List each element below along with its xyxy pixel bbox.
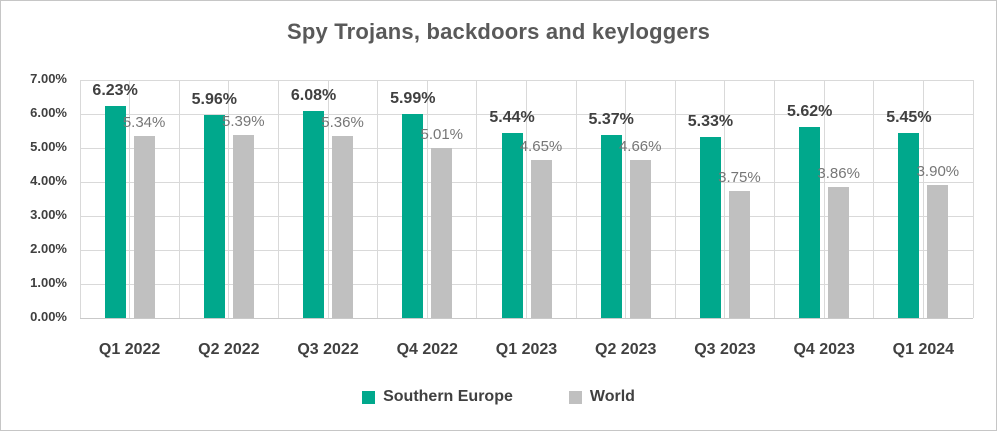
chart-title: Spy Trojans, backdoors and keyloggers: [286, 19, 711, 44]
bar-southern-europe: [898, 132, 920, 318]
bar-southern-europe: [203, 115, 225, 318]
bar-world: [927, 185, 949, 318]
y-axis-tick-label: 0.00%: [30, 309, 67, 324]
y-axis-tick-label: 2.00%: [30, 241, 67, 256]
x-axis-tick-label: Q1 2023: [495, 341, 558, 358]
gridline-vertical: [377, 80, 379, 318]
x-axis-tick-label: Q2 2022: [198, 341, 260, 358]
legend-label: Southern Europe: [383, 388, 513, 405]
x-axis-tick-label: Q4 2023: [793, 341, 855, 358]
gridline-vertical: [426, 80, 428, 318]
gridline-vertical: [575, 80, 577, 318]
data-label-southern-europe: 5.45%: [886, 108, 932, 126]
bar-southern-europe: [799, 126, 821, 318]
y-axis-tick-label: 6.00%: [30, 105, 67, 120]
legend: Southern Europe World: [1, 388, 996, 406]
gridline-vertical: [476, 80, 478, 318]
y-axis-tick-label: 4.00%: [30, 173, 67, 188]
data-label-southern-europe: 5.37%: [588, 111, 634, 129]
bar-world: [629, 159, 651, 318]
bar-world: [133, 136, 155, 318]
x-axis-tick-label: Q2 2023: [595, 341, 657, 358]
bar-world: [828, 186, 850, 318]
gridline-vertical: [79, 80, 81, 318]
data-label-southern-europe: 5.62%: [786, 102, 833, 120]
bar-world: [232, 134, 254, 318]
bar-southern-europe: [600, 135, 622, 318]
gridline-vertical: [228, 80, 230, 318]
y-axis-tick-label: 7.00%: [30, 71, 67, 86]
data-label-southern-europe: 6.23%: [92, 82, 138, 100]
bar-world: [530, 159, 552, 318]
data-label-world: 5.39%: [222, 112, 265, 130]
gridline-vertical: [774, 80, 776, 318]
bar-world: [728, 190, 750, 318]
gridline-vertical: [129, 80, 131, 318]
data-label-world: 3.90%: [916, 163, 960, 181]
gridline-vertical: [178, 80, 180, 318]
gridline-vertical: [277, 80, 279, 318]
x-axis-tick-label: Q3 2022: [297, 341, 359, 358]
data-label-world: 5.34%: [122, 114, 166, 132]
bar-southern-europe: [699, 136, 721, 318]
data-label-world: 5.36%: [321, 113, 364, 131]
legend-item-southern-europe: Southern Europe: [362, 388, 513, 406]
legend-swatch-world: [568, 390, 582, 404]
gridline-vertical: [972, 80, 974, 318]
data-label-world: 3.86%: [817, 164, 860, 182]
x-axis-tick-label: Q1 2024: [892, 341, 955, 358]
data-label-world: 4.65%: [519, 137, 563, 155]
data-label-world: 3.75%: [718, 168, 761, 186]
bar-world: [431, 147, 453, 318]
data-label-southern-europe: 5.96%: [191, 91, 238, 109]
x-axis-tick-label: Q1 2022: [98, 341, 161, 358]
bar-world: [332, 135, 354, 318]
gridline-vertical: [873, 80, 875, 318]
gridline-vertical: [724, 80, 726, 318]
y-axis-tick-label: 3.00%: [30, 207, 67, 222]
gridline-vertical: [823, 80, 825, 318]
gridline-horizontal: [80, 317, 973, 319]
legend-swatch-southern-europe: [362, 390, 376, 404]
gridline-vertical: [625, 80, 627, 318]
data-label-southern-europe: 5.99%: [390, 90, 436, 108]
bar-southern-europe: [104, 106, 126, 318]
bar-southern-europe: [303, 111, 325, 318]
gridline-vertical: [327, 80, 329, 318]
y-axis-tick-label: 1.00%: [30, 275, 67, 290]
data-label-southern-europe: 5.33%: [687, 112, 734, 130]
bar-southern-europe: [402, 114, 424, 318]
gridline-vertical: [526, 80, 527, 318]
x-axis-tick-label: Q4 2022: [396, 341, 458, 358]
data-label-world: 5.01%: [420, 125, 464, 143]
gridline-vertical: [922, 80, 924, 318]
data-label-southern-europe: 6.08%: [290, 87, 337, 105]
legend-item-world: World: [568, 388, 635, 406]
x-axis-tick-label: Q3 2023: [694, 341, 756, 358]
data-label-world: 4.66%: [618, 137, 662, 155]
data-label-southern-europe: 5.44%: [489, 109, 535, 127]
gridline-vertical: [674, 80, 676, 318]
y-axis-tick-label: 5.00%: [30, 139, 67, 154]
bar-southern-europe: [501, 133, 523, 318]
legend-label: World: [589, 388, 635, 405]
